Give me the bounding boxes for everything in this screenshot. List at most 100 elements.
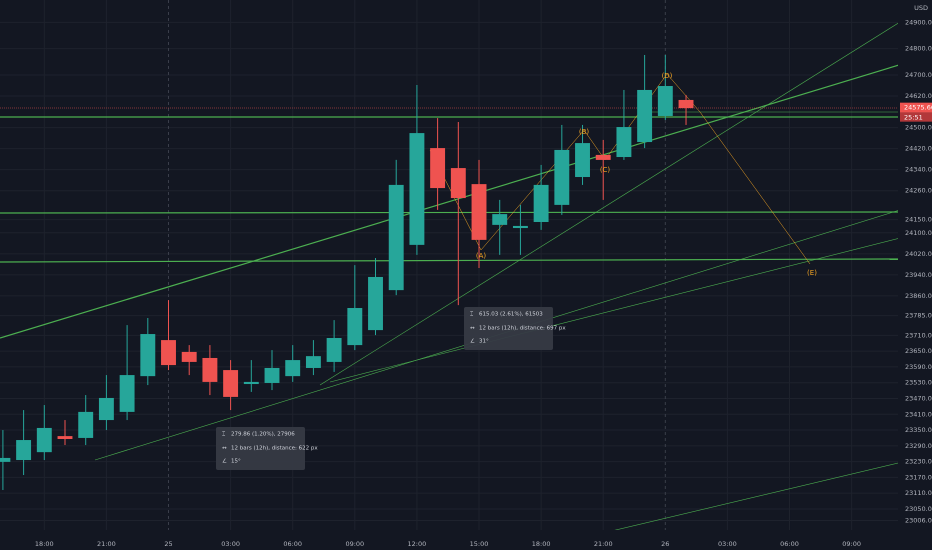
candle-body <box>57 436 73 439</box>
candle-body <box>637 89 653 143</box>
measure-text: 615.03 (2.61%), 61503 <box>479 312 543 318</box>
wave-label: (A) <box>476 252 487 260</box>
candle-body <box>119 375 135 412</box>
y-tick-label: 23050.00 <box>905 505 932 513</box>
countdown-tag <box>900 112 932 122</box>
time-axis <box>0 530 932 550</box>
candle-body <box>554 149 570 205</box>
candle-body <box>140 334 156 377</box>
candle-body <box>471 184 487 240</box>
y-tick-label: 23350.00 <box>905 426 932 434</box>
candle-body <box>512 225 528 229</box>
y-tick-label: 23410.00 <box>905 410 932 418</box>
x-tick-label: 06:00 <box>780 540 799 548</box>
y-tick-label: 24150.00 <box>905 216 932 224</box>
x-tick-label: 03:00 <box>718 540 737 548</box>
x-tick-label: 09:00 <box>345 540 364 548</box>
candle-body <box>78 411 94 438</box>
countdown: 25:51 <box>904 114 923 122</box>
wave-label: (D) <box>662 72 673 80</box>
last-price-label: 24575.66 <box>904 104 932 112</box>
candle-body <box>161 340 176 366</box>
y-tick-label: 24100.00 <box>905 229 932 237</box>
measure-text: 12 bars (12h), distance: 697 px <box>479 326 566 332</box>
y-tick-label: 24340.00 <box>905 166 932 174</box>
measure-icon: ↔ <box>222 446 227 452</box>
y-tick-label: 24500.00 <box>905 124 932 132</box>
candle-body <box>595 154 611 160</box>
y-tick-label: 23290.00 <box>905 442 932 450</box>
y-tick-label: 23650.00 <box>905 347 932 355</box>
trend-line <box>0 258 899 263</box>
x-tick-label: 21:00 <box>594 540 613 548</box>
candle-body <box>575 143 590 178</box>
x-tick-label: 26 <box>661 540 669 548</box>
candle-body <box>492 214 508 225</box>
candle-body <box>430 148 446 189</box>
y-tick-label: 24020.00 <box>905 250 932 258</box>
price-axis <box>898 0 932 550</box>
wave-label: (E) <box>807 269 817 277</box>
wave-label: (C) <box>600 166 611 174</box>
measure-text: 31° <box>479 339 489 345</box>
candle-body <box>202 357 218 382</box>
x-tick-label: 03:00 <box>221 540 240 548</box>
x-tick-label: 12:00 <box>408 540 427 548</box>
candle-body <box>368 276 383 331</box>
x-tick-label: 21:00 <box>97 540 116 548</box>
measure-icon: ↔ <box>470 326 475 332</box>
y-tick-label: 24620.00 <box>905 92 932 100</box>
last-price-tag <box>900 102 932 113</box>
y-tick-label: 23006.00 <box>905 517 932 525</box>
y-tick-label: 23170.00 <box>905 473 932 481</box>
candle-body <box>223 370 239 397</box>
candle-body <box>616 127 632 158</box>
candle-body <box>181 351 197 362</box>
x-tick-label: 09:00 <box>842 540 861 548</box>
candle-body <box>264 367 280 383</box>
x-tick-label: 15:00 <box>470 540 489 548</box>
measure-icon: ∠ <box>470 338 475 345</box>
measure-bg <box>464 307 553 350</box>
measure-text: 12 bars (12h), distance: 622 px <box>231 446 318 452</box>
measure-bg <box>216 427 305 470</box>
trend-line <box>319 1 932 386</box>
trend-line <box>0 211 899 214</box>
y-tick-label: 23785.00 <box>905 312 932 320</box>
candle-body <box>243 381 259 385</box>
trend-line <box>329 229 932 383</box>
measure-text: 15° <box>231 459 241 465</box>
x-tick-label: 06:00 <box>283 540 302 548</box>
candle-body <box>36 427 52 453</box>
y-tick-label: 24900.00 <box>905 18 932 26</box>
candle-body <box>678 99 694 109</box>
y-tick-label: 24420.00 <box>905 145 932 153</box>
measure-icon: ⌶ <box>222 432 226 438</box>
y-tick-label: 24700.00 <box>905 71 932 79</box>
y-tick-label: 23710.00 <box>905 331 932 339</box>
x-tick-label: 18:00 <box>532 540 551 548</box>
y-tick-label: 23860.00 <box>905 292 932 300</box>
measurement-box: ⌶ 615.03 (2.61%), 61503 ↔ 12 bars (12h),… <box>464 307 566 350</box>
measure-text: 279.86 (1.20%), 27906 <box>231 432 295 438</box>
candle-body <box>305 356 321 368</box>
y-tick-label: 23230.00 <box>905 458 932 466</box>
y-tick-label: 23470.00 <box>905 394 932 402</box>
candle-body <box>16 440 32 461</box>
candle-body <box>388 184 404 291</box>
wave-path <box>429 73 811 265</box>
y-tick-label: 24260.00 <box>905 187 932 195</box>
y-tick-label: 23530.00 <box>905 379 932 387</box>
y-tick-label: 23110.00 <box>905 489 932 497</box>
measure-icon: ∠ <box>222 458 227 465</box>
wave-label: (B) <box>579 128 590 136</box>
candle-body <box>657 86 673 116</box>
candle-body <box>285 360 301 377</box>
candle-body <box>98 397 114 421</box>
measure-icon: ⌶ <box>470 312 474 318</box>
candle-body <box>0 457 11 462</box>
currency: USD <box>914 4 928 12</box>
candle-body <box>326 337 342 362</box>
x-tick-label: 25 <box>164 540 172 548</box>
